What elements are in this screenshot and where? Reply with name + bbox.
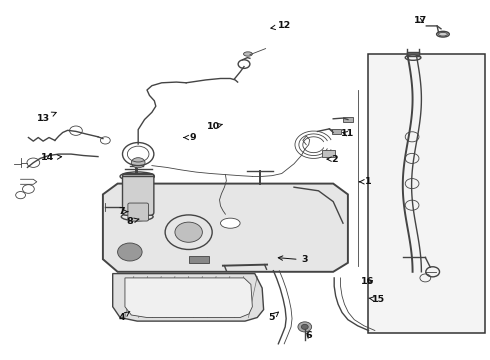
Text: 3: 3: [278, 256, 308, 264]
Text: 6: 6: [305, 331, 312, 340]
Text: 10: 10: [207, 122, 222, 131]
Ellipse shape: [244, 52, 252, 56]
Circle shape: [175, 222, 202, 242]
Ellipse shape: [220, 218, 240, 228]
Text: 2: 2: [327, 155, 338, 163]
FancyBboxPatch shape: [128, 203, 148, 221]
Text: 4: 4: [118, 311, 130, 322]
Text: 12: 12: [271, 22, 291, 31]
Polygon shape: [103, 184, 348, 272]
Ellipse shape: [437, 31, 449, 37]
Text: 7: 7: [118, 207, 128, 216]
Bar: [332, 129, 341, 134]
Bar: [368, 54, 485, 333]
Text: 14: 14: [41, 153, 62, 162]
Bar: [343, 117, 353, 122]
Text: 1: 1: [359, 177, 372, 186]
Bar: [322, 150, 335, 157]
Circle shape: [298, 322, 312, 332]
Text: 17: 17: [414, 17, 427, 26]
Polygon shape: [113, 274, 264, 321]
Text: 15: 15: [369, 295, 385, 304]
Text: 5: 5: [269, 312, 278, 322]
FancyBboxPatch shape: [122, 174, 154, 215]
Circle shape: [301, 324, 308, 329]
Text: 11: 11: [341, 130, 355, 139]
Text: 13: 13: [37, 112, 56, 122]
Bar: [189, 256, 209, 263]
Circle shape: [131, 158, 145, 168]
Text: 16: 16: [361, 277, 374, 286]
Text: 8: 8: [126, 217, 139, 226]
Circle shape: [118, 243, 142, 261]
Polygon shape: [125, 278, 252, 318]
Text: 9: 9: [184, 133, 196, 142]
